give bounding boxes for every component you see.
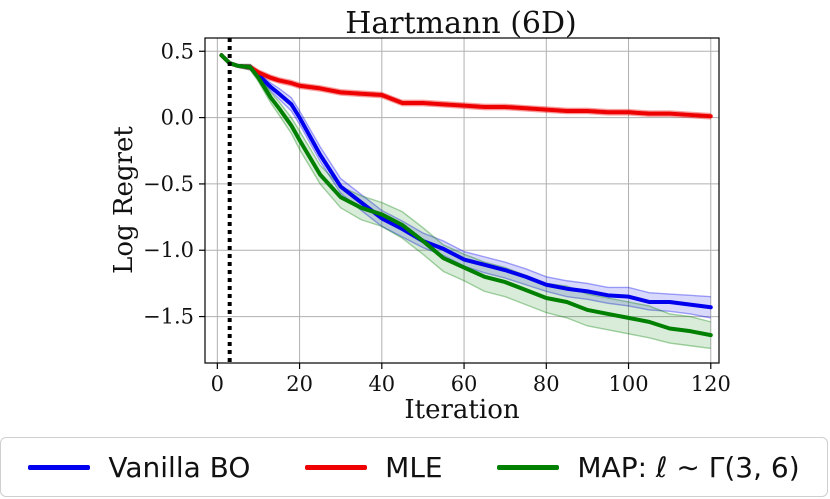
x-tick-label: 0 <box>211 372 224 396</box>
band-map-3-6 <box>221 53 711 349</box>
y-tick-label: 0.0 <box>161 106 194 130</box>
y-tick-label: −1.5 <box>143 305 194 329</box>
x-tick-label: 20 <box>286 372 313 396</box>
y-tick-label: 0.5 <box>161 39 194 63</box>
x-tick-label: 80 <box>533 372 560 396</box>
series-line-map-3-6 <box>219 53 713 338</box>
legend-label-vanilla-bo: Vanilla BO <box>108 450 251 484</box>
legend-item-mle: MLE <box>305 450 443 484</box>
series-lines <box>219 53 713 338</box>
axis-ticks: 0 20 40 60 80 100 120 0.5 0.0 −0.5 −1.0 −1.5 <box>143 39 731 396</box>
x-tick-label: 100 <box>608 372 648 396</box>
band-lower-mle <box>220 56 711 120</box>
x-tick-label: 40 <box>368 372 395 396</box>
band-lower-vanilla-bo <box>220 56 711 319</box>
chart-title: Hartmann (6D) <box>345 6 577 41</box>
legend-item-vanilla-bo: Vanilla BO <box>28 451 250 484</box>
y-tick-label: −0.5 <box>143 172 194 196</box>
x-axis-label: Iteration <box>404 395 519 425</box>
legend-label-map: MAP: ℓ ∼ Γ(3, 6) <box>577 450 800 484</box>
legend-swatch-map <box>497 464 560 470</box>
confidence-bands <box>220 53 711 350</box>
band-upper-map-3-6 <box>220 53 711 323</box>
y-axis-label: Log Regret <box>109 126 139 274</box>
legend-label-mle: MLE <box>385 450 443 484</box>
band-lower-map-3-6 <box>220 56 711 350</box>
legend: Vanilla BO MLE MAP: ℓ ∼ Γ(3, 6) <box>0 437 828 497</box>
band-upper-mle <box>220 53 711 115</box>
series-line-mle <box>219 53 713 119</box>
grid <box>205 38 719 363</box>
band-upper-vanilla-bo <box>220 53 711 298</box>
legend-swatch-vanilla-bo <box>28 464 91 470</box>
y-tick-label: −1.0 <box>143 238 194 262</box>
legend-swatch-mle <box>305 464 368 470</box>
x-tick-label: 120 <box>691 372 731 396</box>
x-tick-label: 60 <box>451 372 478 396</box>
legend-item-map: MAP: ℓ ∼ Γ(3, 6) <box>497 450 800 484</box>
plot-frame <box>204 37 720 364</box>
band-vanilla-bo <box>221 53 711 318</box>
